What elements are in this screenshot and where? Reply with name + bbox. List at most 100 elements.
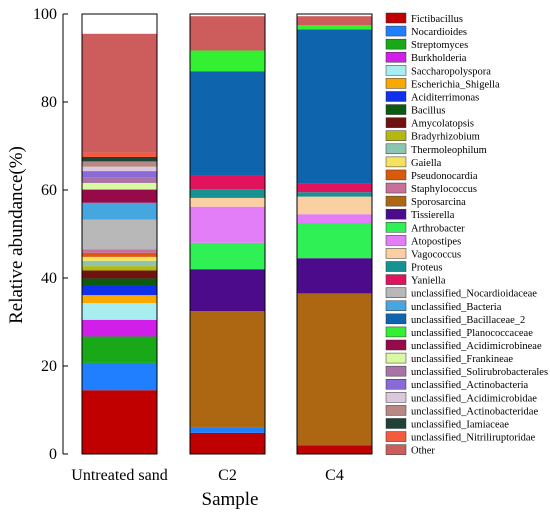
legend-item: Proteus xyxy=(385,261,443,274)
bar-segment xyxy=(82,256,157,261)
legend-item: Burkholderia xyxy=(385,51,467,64)
bar-outline xyxy=(296,13,373,455)
legend-swatch xyxy=(385,274,407,285)
legend-label: Streptomyces xyxy=(411,40,468,51)
bar-segment xyxy=(82,177,157,183)
legend-swatch xyxy=(385,38,407,50)
bar-segment xyxy=(82,278,157,286)
bar-segment xyxy=(190,71,265,176)
legend-swatch xyxy=(385,352,407,364)
bar-segment xyxy=(297,293,372,446)
legend-item: Bacillus xyxy=(385,104,445,117)
bar-segment xyxy=(190,311,265,428)
bar-segment xyxy=(82,249,157,253)
legend-swatch xyxy=(385,287,407,298)
legend-swatch xyxy=(385,365,407,377)
legend-item: Amycolatopsis xyxy=(385,117,474,130)
legend-item: Escherichia_Shigella xyxy=(385,78,500,90)
bar-segment xyxy=(82,157,157,162)
legend-swatch xyxy=(385,326,407,338)
bar-segment xyxy=(82,303,157,320)
legend-label: Staphylococcus xyxy=(411,184,477,195)
legend-label: unclassified_Bacteria xyxy=(411,302,502,313)
legend-label: Thermoleophilum xyxy=(411,145,487,156)
legend-item: Tissierella xyxy=(385,208,455,221)
legend-swatch xyxy=(385,248,407,259)
bar-segment xyxy=(190,269,265,311)
legend-item: Thermoleophilum xyxy=(385,143,487,156)
legend-item: unclassified_Actinobacteria xyxy=(385,378,529,391)
legend-label: Other xyxy=(411,446,435,457)
legend-item: Arthrobacter xyxy=(385,222,465,234)
legend-label: unclassified_Actinobacteridae xyxy=(411,406,538,417)
legend-label: Proteus xyxy=(411,263,443,274)
legend-swatch xyxy=(385,235,407,246)
legend-item: Aciditerrimonas xyxy=(385,91,479,103)
legend-item: Streptomyces xyxy=(385,38,468,51)
bar-segment xyxy=(82,295,157,304)
bar-segment xyxy=(190,189,265,198)
bar-outline xyxy=(189,13,266,455)
legend-label: Amycolatopsis xyxy=(411,119,474,130)
bar-segment xyxy=(297,16,372,25)
bar-segment xyxy=(297,29,372,184)
plot-area xyxy=(81,13,373,455)
bar-segment xyxy=(82,362,157,391)
bar-segment xyxy=(82,319,157,337)
bar-segment xyxy=(297,445,372,454)
legend-swatch xyxy=(385,156,407,168)
legend-label: unclassified_Iamiaceae xyxy=(411,419,509,430)
legend-item: Staphylococcus xyxy=(385,182,477,195)
legend-item: unclassified_Frankineae xyxy=(385,352,513,365)
bar-segment xyxy=(82,252,157,257)
bar-segment xyxy=(297,183,372,193)
y-tick-label: 40 xyxy=(41,270,57,287)
legend-item: Atopostipes xyxy=(385,235,461,247)
y-axis-title: Relative abundance(%) xyxy=(6,146,27,324)
bar-stack xyxy=(81,13,158,455)
legend-label: unclassified_Nitriliruptoridae xyxy=(411,433,536,444)
legend-item: Bradyrhizobium xyxy=(385,130,480,143)
bar-segment xyxy=(190,175,265,190)
legend-swatch xyxy=(385,169,407,181)
legend-item: Sporosarcina xyxy=(385,195,466,208)
bar-segment xyxy=(82,202,157,220)
legend-swatch xyxy=(385,143,407,155)
y-tick-label: 60 xyxy=(41,182,57,199)
legend-label: Sporosarcina xyxy=(411,197,466,208)
legend-item: Yaniella xyxy=(385,274,446,287)
legend-swatch xyxy=(385,208,407,220)
legend-label: Fictibacillus xyxy=(411,14,463,25)
bar-segment xyxy=(82,260,157,267)
legend-label: Yaniella xyxy=(411,276,446,287)
legend-label: Saccharopolyspora xyxy=(411,66,491,77)
bar-stack xyxy=(296,13,373,455)
bar-segment xyxy=(190,242,265,270)
y-tick-label: 80 xyxy=(41,94,57,111)
bar-segment xyxy=(82,219,157,250)
y-axis: 0 20 40 60 80 100 xyxy=(33,6,68,463)
legend-label: Nocardioides xyxy=(411,27,467,38)
legend-label: Gaiella xyxy=(411,158,442,169)
bar-outline xyxy=(81,13,158,455)
legend-swatch xyxy=(385,51,407,63)
bar-segment xyxy=(297,214,372,223)
legend-swatch xyxy=(385,418,407,429)
legend-item: Vagococcus xyxy=(385,248,461,260)
bar-segment xyxy=(190,427,265,433)
bar-segment xyxy=(190,432,265,454)
legend-label: unclassified_Frankineae xyxy=(411,354,513,365)
legend: Fictibacillus Nocardioides Streptomyces Bur… xyxy=(385,12,548,457)
bar-segment xyxy=(82,152,157,157)
legend-label: unclassified_Solirubrobacterales xyxy=(411,367,548,378)
legend-item: Nocardioides xyxy=(385,25,467,38)
legend-swatch xyxy=(385,392,407,403)
legend-item: unclassified_Acidimicrobidae xyxy=(385,392,537,404)
legend-item: unclassified_Nocardioidaceae xyxy=(385,287,537,300)
legend-swatch xyxy=(385,300,407,312)
legend-label: Vagococcus xyxy=(411,249,461,260)
legend-swatch xyxy=(385,378,407,390)
legend-label: unclassified_Nocardioidaceae xyxy=(411,289,537,300)
bar-segment xyxy=(297,192,372,197)
y-tick-label: 100 xyxy=(33,6,57,23)
